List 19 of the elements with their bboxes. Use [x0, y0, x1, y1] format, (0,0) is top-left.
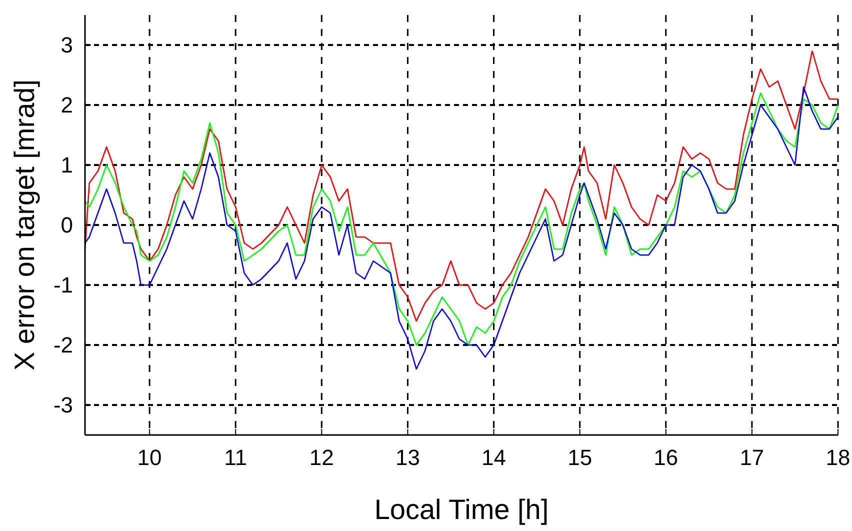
x-tick-label: 13 [395, 445, 420, 470]
y-tick-label: -2 [53, 332, 73, 358]
y-tick-label: -3 [53, 392, 73, 418]
x-tick-label: 11 [224, 445, 248, 470]
x-tick-label: 16 [654, 445, 678, 470]
x-tick-label: 12 [309, 445, 334, 470]
x-tick-label: 10 [137, 445, 162, 470]
x-tick-label: 14 [482, 445, 506, 470]
y-tick-label: 3 [60, 32, 73, 58]
y-axis-title: X error on target [mrad] [9, 79, 40, 371]
x-tick-label: 18 [826, 445, 850, 470]
x-tick-label: 17 [740, 445, 764, 470]
line-series [84, 50, 839, 322]
x-axis-title: Local Time [h] [374, 494, 549, 525]
x-tick-label: 15 [568, 445, 592, 470]
y-tick-label: 0 [60, 212, 73, 238]
y-tick-label: -1 [53, 272, 73, 298]
y-tick-label: 1 [60, 152, 73, 178]
y-tick-label: 2 [60, 92, 73, 118]
